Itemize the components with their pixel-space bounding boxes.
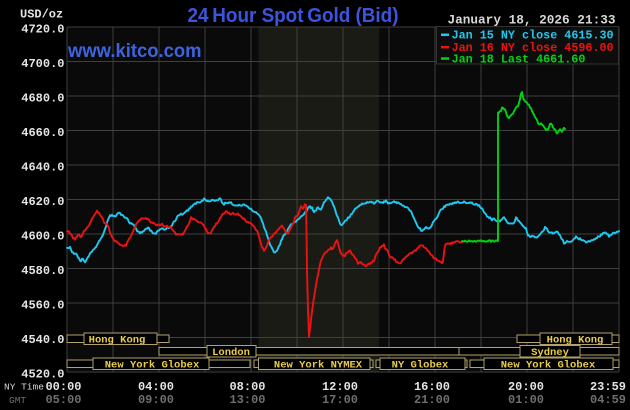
svg-text:Jan 16 NY close 4596.00: Jan 16 NY close 4596.00 — [452, 41, 614, 55]
svg-text:Jan 15 NY close 4615.30: Jan 15 NY close 4615.30 — [452, 29, 614, 43]
svg-text:NY Time: NY Time — [4, 382, 44, 393]
svg-text:4640.0: 4640.0 — [21, 160, 64, 174]
svg-text:New York Globex: New York Globex — [501, 360, 596, 372]
svg-text:Jan 18 Last 4661.60: Jan 18 Last 4661.60 — [452, 52, 586, 66]
svg-text:Hong Kong: Hong Kong — [547, 335, 604, 347]
svg-text:08:00: 08:00 — [229, 380, 265, 394]
svg-text:13:00: 13:00 — [229, 393, 265, 407]
svg-text:4540.0: 4540.0 — [21, 333, 64, 347]
svg-text:04:00: 04:00 — [138, 380, 174, 394]
svg-text:4700.0: 4700.0 — [21, 57, 64, 71]
svg-text:Hong Kong: Hong Kong — [89, 335, 146, 347]
svg-text:17:00: 17:00 — [322, 393, 358, 407]
svg-text:4720.0: 4720.0 — [21, 22, 64, 36]
svg-text:12:00: 12:00 — [322, 380, 358, 394]
svg-text:05:00: 05:00 — [45, 393, 81, 407]
svg-text:Sydney: Sydney — [531, 347, 570, 359]
svg-text:USD/oz: USD/oz — [20, 8, 63, 22]
svg-text:01:00: 01:00 — [508, 393, 544, 407]
svg-text:New York Globex: New York Globex — [105, 360, 200, 372]
svg-text:4600.0: 4600.0 — [21, 229, 64, 243]
svg-text:January 18, 2026 21:33: January 18, 2026 21:33 — [448, 13, 616, 28]
svg-text:4520.0: 4520.0 — [21, 367, 64, 381]
svg-text:23:59: 23:59 — [590, 380, 626, 394]
svg-text:NY Globex: NY Globex — [392, 360, 449, 372]
svg-text:24 Hour Spot Gold (Bid): 24 Hour Spot Gold (Bid) — [188, 5, 399, 27]
svg-text:4580.0: 4580.0 — [21, 264, 64, 278]
svg-text:4680.0: 4680.0 — [21, 91, 64, 105]
svg-text:16:00: 16:00 — [414, 380, 450, 394]
svg-text:4660.0: 4660.0 — [21, 126, 64, 140]
svg-text:09:00: 09:00 — [138, 393, 174, 407]
svg-text:04:59: 04:59 — [590, 393, 626, 407]
svg-text:4560.0: 4560.0 — [21, 298, 64, 312]
svg-text:London: London — [212, 347, 250, 359]
svg-text:GMT: GMT — [9, 395, 26, 406]
svg-text:www.kitco.com: www.kitco.com — [67, 40, 201, 62]
svg-text:21:00: 21:00 — [414, 393, 450, 407]
svg-text:New York NYMEX: New York NYMEX — [274, 360, 363, 372]
svg-text:00:00: 00:00 — [45, 380, 81, 394]
svg-text:20:00: 20:00 — [508, 380, 544, 394]
svg-text:4620.0: 4620.0 — [21, 195, 64, 209]
